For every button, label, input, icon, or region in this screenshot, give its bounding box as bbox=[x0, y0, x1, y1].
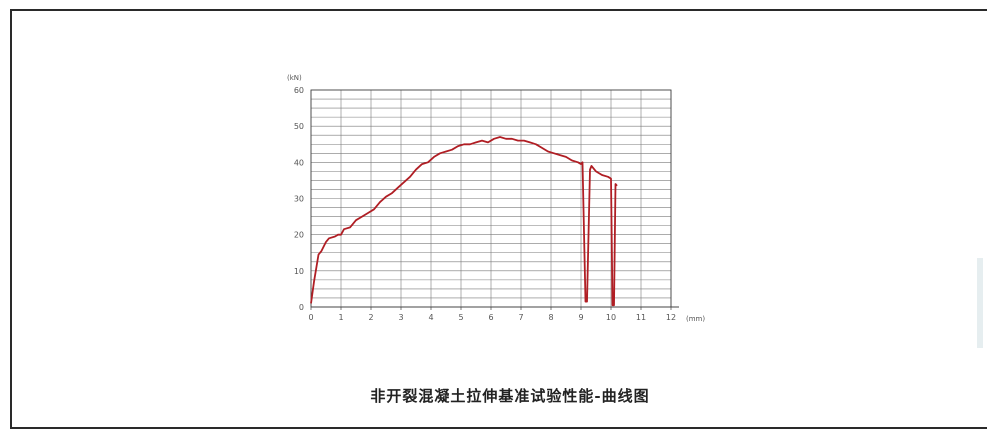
chart-grid bbox=[310, 89, 672, 308]
chart-caption: 非开裂混凝土拉伸基准试验性能-曲线图 bbox=[370, 387, 650, 405]
x-tick-label-6: 6 bbox=[488, 313, 493, 322]
x-tick-label-12: 12 bbox=[666, 313, 676, 322]
y-tick-label-0: 0 bbox=[299, 303, 304, 312]
x-tick-label-8: 8 bbox=[548, 313, 553, 322]
x-tick-label-10: 10 bbox=[606, 313, 616, 322]
y-tick-label-20: 20 bbox=[294, 231, 304, 240]
x-tick-label-3: 3 bbox=[398, 313, 403, 322]
x-tick-label-4: 4 bbox=[428, 313, 433, 322]
chart-axes bbox=[310, 89, 679, 310]
y-tick-label-10: 10 bbox=[294, 267, 304, 276]
x-tick-label-9: 9 bbox=[578, 313, 583, 322]
chart-series bbox=[310, 136, 618, 307]
x-tick-label-2: 2 bbox=[368, 313, 373, 322]
x-tick-label-5: 5 bbox=[458, 313, 463, 322]
x-tick-label-0: 0 bbox=[308, 313, 313, 322]
x-tick-label-1: 1 bbox=[338, 313, 343, 322]
x-tick-label-7: 7 bbox=[518, 313, 523, 322]
page-edge-marker bbox=[977, 258, 983, 348]
y-tick-label-60: 60 bbox=[294, 86, 304, 95]
x-axis-unit-label: (mm) bbox=[686, 315, 705, 323]
y-axis-unit-label: (kN) bbox=[287, 74, 302, 82]
y-tick-label-30: 30 bbox=[294, 195, 304, 204]
document-frame bbox=[10, 9, 987, 429]
x-tick-label-11: 11 bbox=[636, 313, 646, 322]
y-tick-label-50: 50 bbox=[294, 122, 304, 131]
y-tick-label-40: 40 bbox=[294, 158, 304, 167]
series-line-0 bbox=[310, 136, 618, 307]
